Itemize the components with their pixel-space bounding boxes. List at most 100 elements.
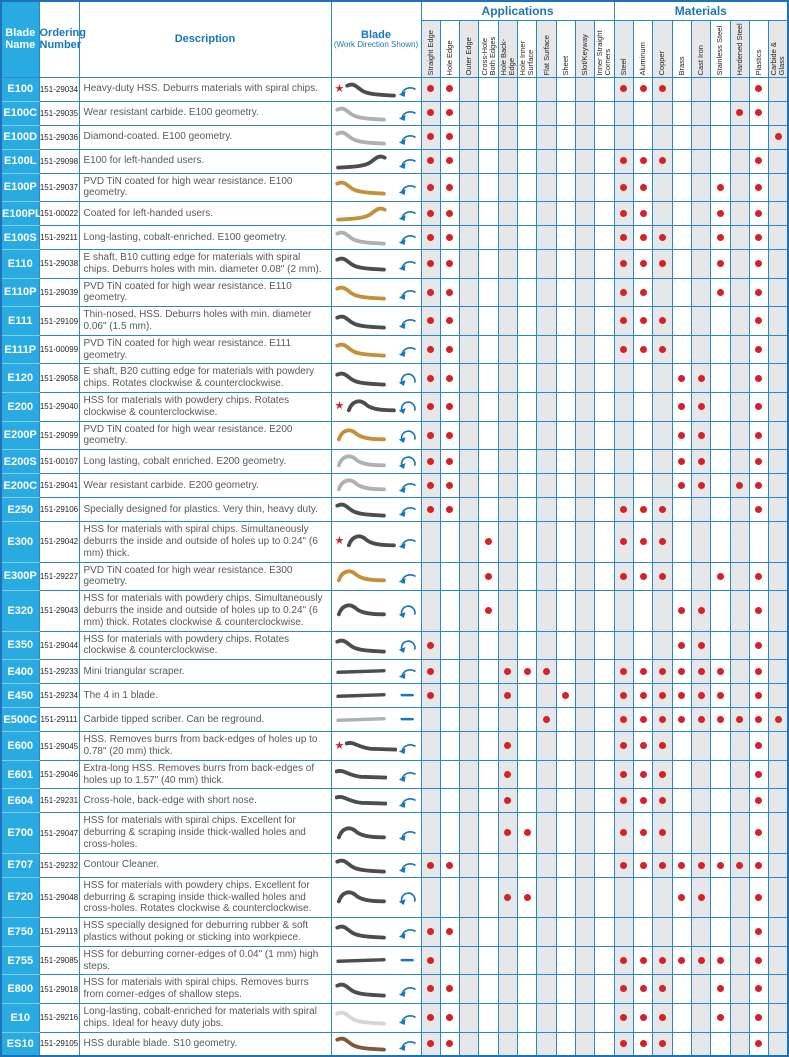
application-cell-6 (517, 630, 538, 661)
material-cell-2 (632, 707, 654, 733)
material-cell-9 (768, 148, 789, 174)
rotate-both-arrow-icon (398, 373, 416, 386)
table-row: E450 151-29234 The 4 in 1 blade. (0, 683, 789, 709)
work-direction-arrow-icon (398, 1015, 416, 1026)
application-cell-4 (478, 707, 499, 733)
material-cell-3 (652, 707, 673, 733)
applicability-dot-icon (658, 317, 666, 325)
application-cell-8 (555, 124, 577, 150)
material-cell-2 (632, 630, 654, 661)
blade-name-cell: E120 (0, 363, 40, 394)
blade-illustration (336, 428, 386, 442)
material-cell-3 (652, 917, 673, 947)
applicability-dot-icon (658, 260, 666, 268)
material-cell-7 (729, 974, 750, 1004)
application-cell-10 (594, 852, 615, 878)
application-cell-6 (517, 306, 538, 336)
ordering-number-cell: 151-29211 (38, 225, 80, 251)
material-cell-4 (671, 521, 692, 563)
description-cell: HSS for materials with spiral chips. Rem… (78, 974, 332, 1004)
applicability-dot-icon (716, 861, 724, 869)
blade-illustration (336, 890, 386, 904)
application-cell-5 (497, 521, 519, 563)
blade-name-cell: E100L (0, 148, 40, 174)
work-direction-arrow-icon (398, 86, 416, 97)
application-cell-3 (459, 917, 480, 947)
material-cell-3 (652, 277, 673, 308)
application-cell-3 (459, 659, 480, 685)
application-cell-3 (459, 363, 480, 394)
material-cell-4 (671, 852, 692, 878)
application-column-header: Cross-Hole Both Edges (478, 19, 499, 78)
blade-image-cell (330, 630, 422, 661)
work-direction-arrow-icon (398, 929, 416, 940)
application-cell-7 (536, 659, 557, 685)
application-cell-9 (574, 148, 596, 174)
applicability-dot-icon (658, 985, 666, 993)
material-cell-5 (690, 148, 712, 174)
column-header-label: Hole Back-Edge (499, 38, 516, 75)
material-cell-4 (671, 876, 692, 919)
blade-image-cell (330, 100, 422, 126)
blade-image-wrap: ★ (335, 532, 418, 551)
application-cell-4 (478, 124, 499, 150)
applicability-dot-icon (755, 742, 763, 750)
material-cell-2 (632, 124, 654, 150)
application-cell-4 (478, 420, 499, 451)
application-cell-7 (536, 100, 557, 126)
application-cell-7 (536, 521, 557, 563)
application-cell-1 (420, 148, 441, 174)
material-cell-8 (748, 392, 770, 422)
blade-image-cell (330, 148, 422, 174)
application-cell-4 (478, 334, 499, 365)
table-row: E100L 151-29098 E100 for left-handed users… (0, 148, 789, 174)
blade-image-cell (330, 561, 422, 592)
material-cell-8 (748, 249, 770, 279)
applicability-dot-icon (446, 233, 454, 241)
material-cell-7 (729, 917, 750, 947)
material-cell-3 (652, 630, 673, 661)
material-cell-6 (710, 76, 731, 102)
ordering-number-cell: 151-29098 (38, 148, 80, 174)
applicability-dot-icon (639, 797, 647, 805)
application-cell-6 (517, 148, 538, 174)
description-cell: E shaft, B20 cutting edge for materials … (78, 363, 332, 394)
application-cell-8 (555, 974, 577, 1004)
application-cell-5 (497, 759, 519, 790)
blade-image-cell (330, 1031, 422, 1057)
application-cell-10 (594, 1031, 615, 1057)
applicability-dot-icon (678, 667, 686, 675)
application-cell-6 (517, 945, 538, 976)
application-cell-5 (497, 124, 519, 150)
material-cell-5 (690, 124, 712, 150)
material-cell-2 (632, 148, 654, 174)
application-cell-10 (594, 731, 615, 761)
applicability-dot-icon (678, 482, 686, 490)
applicability-dot-icon (697, 715, 705, 723)
work-direction-arrow-icon (398, 539, 416, 550)
material-cell-5 (690, 334, 712, 365)
application-cell-7 (536, 306, 557, 336)
blade-image-wrap (335, 710, 418, 729)
application-cell-1 (420, 945, 441, 976)
applicability-dot-icon (620, 260, 628, 268)
blade-illustration (334, 371, 386, 387)
work-direction-arrow-icon (398, 1041, 416, 1052)
description-cell: Wear resistant carbide. E200 geometry. (78, 473, 332, 499)
blade-name-cell: E700 (0, 812, 40, 854)
applicability-dot-icon (504, 770, 512, 778)
application-cell-5 (497, 630, 519, 661)
table-row: E601 151-29046 Extra-long HSS. Removes bur… (0, 759, 789, 790)
blade-image-cell (330, 590, 422, 632)
material-cell-5 (690, 1002, 712, 1033)
application-cell-5 (497, 148, 519, 174)
work-direction-arrow-icon (398, 798, 416, 809)
application-cell-5 (497, 420, 519, 451)
applicability-dot-icon (658, 861, 666, 869)
blade-illustration (336, 603, 386, 617)
material-cell-4 (671, 759, 692, 790)
material-cell-1 (613, 473, 634, 499)
applicability-dot-icon (446, 458, 454, 466)
material-cell-1 (613, 707, 634, 733)
applicability-dot-icon (755, 797, 763, 805)
